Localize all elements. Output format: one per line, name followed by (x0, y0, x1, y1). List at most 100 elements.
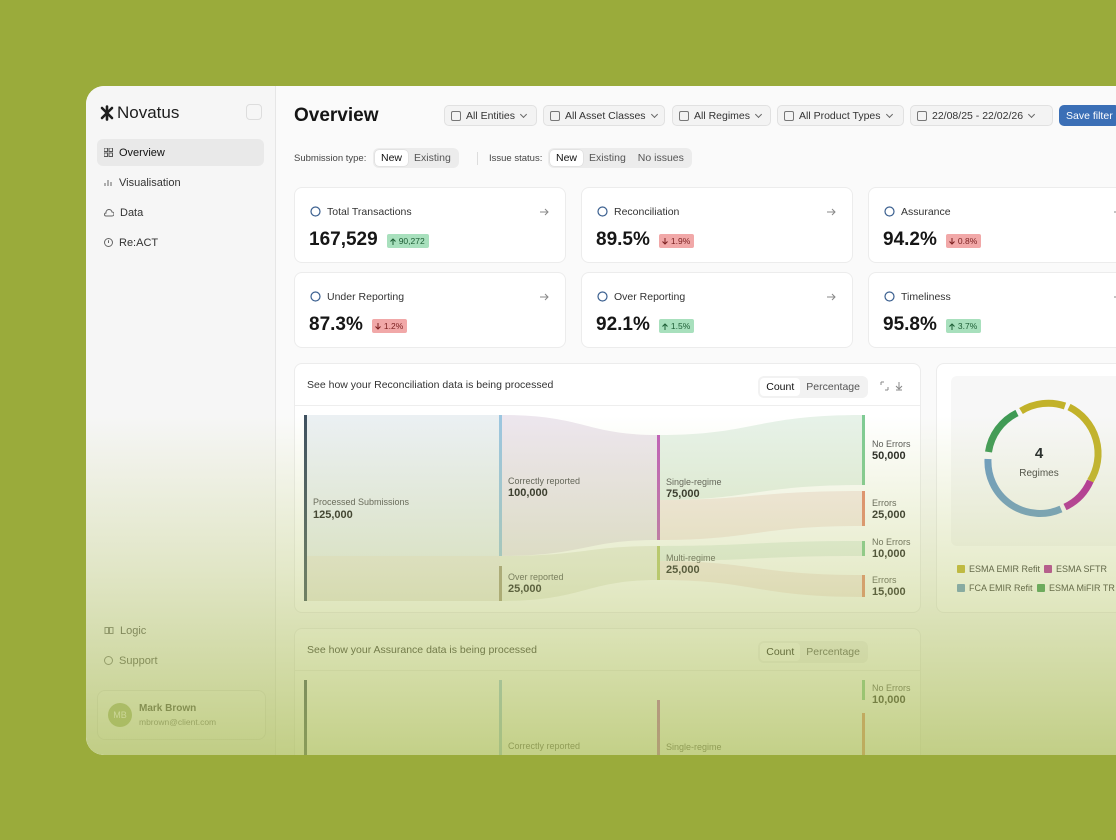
nav-label: Visualisation (119, 176, 181, 189)
kpi-card[interactable]: Under Reporting 87.3% 1.2% (294, 272, 566, 348)
node-label: No Errors (872, 439, 911, 449)
filter[interactable]: All Regimes (672, 105, 771, 126)
icon-shape (949, 237, 955, 245)
panel-title: See how your Assurance data is being pro… (307, 644, 537, 656)
kpi-icon (310, 291, 321, 302)
kpi-value: 167,529 (309, 229, 378, 250)
kpi-arrow (827, 208, 836, 216)
icon-shape (540, 293, 549, 301)
icon-shape (375, 322, 381, 330)
node-label: No Errors (872, 683, 911, 693)
tab[interactable]: Count (760, 643, 801, 661)
tab[interactable]: Percentage (806, 646, 860, 658)
legend-label: ESMA SFTR (1056, 564, 1108, 574)
legend-item: ESMA EMIR Refit (957, 564, 1040, 574)
change-arrow (949, 237, 955, 245)
toggle-option[interactable]: Existing (589, 152, 626, 164)
sidebar: Novatus Overview Visualisation Data Re:A… (86, 86, 276, 755)
filter[interactable]: All Product Types (777, 105, 904, 126)
kpi-icon (884, 206, 895, 217)
node-label: No Errors (872, 537, 911, 547)
legend-label: ESMA MiFIR TR (1049, 583, 1115, 593)
segmented-control: New Existing (373, 148, 459, 168)
tab[interactable]: Percentage (806, 381, 860, 393)
nav-label: Data (120, 206, 144, 219)
filter-label: All Regimes (694, 109, 751, 122)
node-label: Multi-regime (666, 553, 716, 563)
kpi-change: 1.2% (371, 319, 408, 333)
divider (295, 405, 920, 406)
node-value: 50,000 (872, 450, 906, 462)
icon-shape (827, 293, 836, 301)
icon-shape (884, 291, 895, 302)
kpi-arrow (540, 293, 549, 301)
filter[interactable]: 22/08/25 - 22/02/26 (910, 105, 1053, 126)
icon-shape (1114, 211, 1116, 213)
kpi-card[interactable]: Over Reporting 92.1% 1.5% (581, 272, 853, 348)
nav-item[interactable]: Re:ACT (97, 229, 264, 256)
filter-label: 22/08/25 - 22/02/26 (932, 109, 1024, 122)
filter-label: All Product Types (799, 109, 881, 122)
kpi-card[interactable]: Reconciliation 89.5% 1.9% (581, 187, 853, 263)
nav-item[interactable]: Support (97, 647, 264, 674)
kpi-arrow (1114, 296, 1116, 298)
icon-shape (949, 322, 955, 330)
kpi-card[interactable]: Assurance 94.2% 0.8% (868, 187, 1116, 263)
toggle-option[interactable]: Existing (414, 152, 451, 164)
node-label: Single-regime (666, 742, 722, 752)
node-value: 100,000 (508, 487, 548, 499)
change-arrow (375, 322, 381, 330)
nav-label: Support (119, 654, 158, 667)
kpi-label: Total Transactions (327, 206, 412, 218)
nav-item[interactable]: Visualisation (97, 169, 264, 196)
change-arrow (389, 237, 396, 245)
kpi-label: Timeliness (901, 291, 951, 303)
segmented-control: New Existing No issues (548, 148, 692, 168)
node-value: 75,000 (666, 488, 700, 500)
kpi-value: 89.5% (596, 229, 650, 250)
toggle-option[interactable]: New (375, 150, 409, 166)
filter[interactable]: All Entities (444, 105, 537, 126)
kpi-value: 95.8% (883, 314, 937, 335)
change-value: 1.5% (670, 321, 691, 331)
nav-label: Overview (119, 146, 165, 159)
kpi-value: 94.2% (883, 229, 937, 250)
logo-mark (100, 105, 114, 121)
collapse-button[interactable] (246, 104, 262, 120)
nav-label: Re:ACT (119, 236, 159, 249)
change-value: 1.9% (670, 236, 691, 246)
kpi-arrow (827, 293, 836, 301)
sankey (304, 415, 865, 601)
save-button[interactable]: Save filter (1059, 105, 1116, 126)
donut-count: 4 (1034, 445, 1044, 462)
change-arrow (662, 322, 668, 330)
page-title: Overview (294, 105, 379, 126)
nav-item[interactable]: Logic (97, 617, 264, 644)
sankey (304, 680, 865, 755)
change-value: 1.2% (383, 321, 404, 331)
node-value: 25,000 (872, 509, 906, 521)
icon-shape (662, 237, 668, 245)
toggle-option[interactable]: New (550, 150, 584, 166)
legend-label: ESMA EMIR Refit (969, 564, 1041, 574)
toggle-option[interactable]: No issues (637, 152, 684, 164)
nav-item[interactable]: Overview (97, 139, 264, 166)
kpi-card[interactable]: Total Transactions 167,529 90,272 (294, 187, 566, 263)
reconciliation-panel: See how your Reconciliation data is bein… (294, 363, 921, 613)
nav-label: Logic (120, 624, 147, 637)
icon-shape (662, 322, 668, 330)
kpi-label: Over Reporting (614, 291, 686, 303)
user-card[interactable]: MB Mark Brown mbrown@client.com (97, 690, 266, 740)
kpi-card[interactable]: Timeliness 95.8% 3.7% (868, 272, 1116, 348)
app-window: Novatus Overview Visualisation Data Re:A… (86, 86, 1116, 755)
node-label: Correctly reported (508, 741, 581, 751)
toggle-label: Issue status: (489, 153, 543, 164)
kpi-arrow (540, 208, 549, 216)
filter[interactable]: All Asset Classes (543, 105, 665, 126)
nav-item[interactable]: Data (97, 199, 264, 226)
node-label: Single-regime (666, 477, 722, 487)
change-value: 90,272 (398, 236, 425, 246)
tab[interactable]: Count (760, 378, 801, 396)
kpi-value: 92.1% (596, 314, 650, 335)
